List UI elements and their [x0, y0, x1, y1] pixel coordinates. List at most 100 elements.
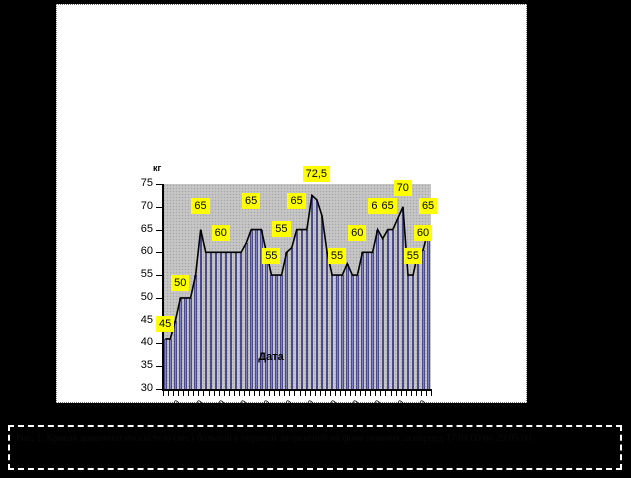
data-label: 50: [171, 275, 190, 292]
x-axis-tick: [188, 391, 190, 396]
data-label: 65: [378, 197, 397, 214]
bar: [290, 247, 294, 389]
bar: [330, 275, 334, 389]
bar: [376, 229, 379, 389]
bar: [351, 275, 354, 389]
x-axis-tick: [264, 391, 266, 396]
figure-caption-band: Рис. 1. Кривая динамики массы тела (вес)…: [8, 425, 622, 470]
bar: [214, 252, 218, 389]
bar: [285, 252, 288, 389]
x-axis-tick: [183, 391, 185, 396]
bar: [401, 206, 405, 389]
bar: [310, 195, 314, 389]
x-axis-tick: [228, 391, 230, 396]
x-axis-tick: [350, 391, 352, 396]
bar: [411, 275, 415, 389]
bar: [255, 229, 258, 389]
bar: [421, 250, 425, 389]
x-axis-tick: [420, 391, 422, 396]
y-axis-tick-label: 55: [140, 268, 153, 281]
data-label: 55: [262, 247, 281, 264]
data-label: 72,5: [302, 165, 331, 182]
y-axis-tick-label: 65: [140, 222, 153, 235]
y-axis-tick-label: 30: [140, 382, 153, 394]
x-axis-tick: [304, 391, 306, 396]
x-axis-tick: [289, 391, 291, 396]
x-axis-tick: [168, 391, 170, 396]
y-axis-tick: [156, 252, 162, 254]
weight-dynamics-chart: кг 30 35 40 45 50 55 60 65 70 75 17-01-00 31-01-00…: [91, 83, 451, 431]
x-axis-tick: [329, 391, 331, 396]
x-axis-tick: [365, 391, 367, 396]
x-axis-tick: [309, 391, 311, 396]
y-axis-tick: [156, 297, 162, 299]
bar-series: [163, 184, 431, 389]
x-axis-tick: [208, 391, 210, 396]
x-axis-tick: [203, 391, 205, 396]
x-axis-tick: [400, 391, 402, 396]
x-axis-tick: [213, 391, 215, 396]
data-label: 45: [156, 316, 175, 333]
data-label: 60: [348, 225, 367, 242]
y-axis-tick: [156, 275, 162, 277]
x-axis-tick: [314, 391, 316, 396]
bar: [315, 199, 319, 389]
data-label: 55: [327, 247, 347, 264]
x-axis-tick: [233, 391, 235, 396]
bar: [366, 252, 369, 389]
x-axis-tick: [173, 391, 175, 396]
x-axis-tick: [284, 391, 286, 396]
x-axis-tick: [193, 391, 195, 396]
x-axis-tick: [370, 391, 372, 396]
x-axis-tick: [294, 391, 296, 396]
y-axis-title: кг: [153, 163, 162, 173]
bar: [391, 229, 395, 389]
bar: [356, 275, 359, 389]
bar: [295, 229, 299, 389]
data-label: 55: [272, 220, 291, 237]
x-axis-tick: [274, 391, 276, 396]
bar: [260, 229, 263, 389]
x-axis-tick: [198, 391, 200, 396]
x-axis-tick: [248, 391, 250, 396]
y-axis-tick-label: 70: [140, 199, 153, 212]
document-page: кг 30 35 40 45 50 55 60 65 70 75 17-01-00 31-01-00…: [56, 4, 527, 431]
data-label: 60: [413, 225, 433, 242]
bar: [396, 218, 400, 389]
x-axis-tick: [319, 391, 321, 396]
x-axis-tick: [269, 391, 271, 396]
x-axis-tick: [218, 391, 220, 396]
y-axis-tick-label: 35: [140, 359, 153, 372]
bar: [300, 229, 304, 389]
x-axis-tick: [259, 391, 261, 396]
bar: [320, 215, 324, 389]
bar: [179, 297, 182, 389]
x-axis-tick: [390, 391, 392, 396]
bar: [199, 229, 203, 389]
bar: [239, 252, 243, 389]
x-axis-tick: [380, 391, 382, 396]
x-axis-tick: [410, 391, 412, 396]
x-axis-tick: [223, 391, 225, 396]
x-axis-tick: [360, 391, 362, 396]
y-axis-tick: [156, 184, 162, 185]
data-label: 65: [191, 197, 210, 214]
y-axis-tick: [156, 343, 162, 345]
x-axis-tick: [243, 391, 245, 396]
x-axis-tick: [385, 391, 387, 396]
bar: [184, 297, 187, 389]
data-label: 65: [418, 197, 438, 214]
y-axis-tick: [156, 366, 162, 368]
x-axis-tick: [415, 391, 417, 396]
x-axis-tick: [431, 391, 432, 396]
x-axis-tick: [395, 391, 397, 396]
bar: [280, 275, 283, 389]
bar: [209, 252, 213, 389]
data-label: 60: [211, 225, 230, 242]
y-axis-tick-label: 40: [140, 336, 153, 349]
x-axis-tick: [254, 391, 256, 396]
bar: [224, 252, 228, 389]
data-label: 65: [287, 193, 306, 210]
y-axis-tick-label: 45: [140, 313, 153, 326]
x-axis-tick: [324, 391, 326, 396]
